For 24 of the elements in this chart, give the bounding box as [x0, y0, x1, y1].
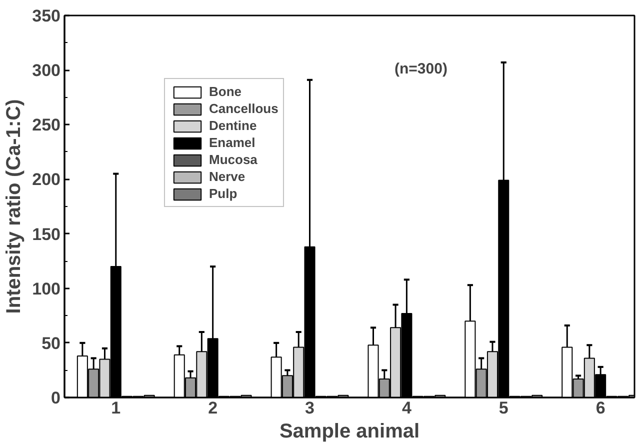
y-tick-label: 300 — [32, 61, 61, 80]
x-tick-label: 5 — [498, 398, 508, 418]
legend-label: Mucosa — [209, 152, 258, 167]
y-tick-label: 150 — [32, 224, 61, 244]
legend-label: Nerve — [209, 169, 246, 184]
legend-label: Bone — [209, 84, 242, 99]
x-tick-label: 1 — [111, 398, 121, 418]
x-tick-label: 3 — [305, 398, 314, 418]
legend-label: Dentine — [209, 118, 257, 133]
x-tick-label: 2 — [208, 398, 218, 418]
y-tick-label: 250 — [32, 116, 61, 135]
y-tick-label: 350 — [32, 6, 61, 26]
y-tick-label: 200 — [32, 170, 61, 190]
y-tick-label: 0 — [51, 388, 61, 408]
y-axis-title: Intensity ratio (Ca-1:C) — [3, 99, 26, 314]
x-tick-label: 6 — [596, 398, 606, 418]
y-tick-label: 100 — [32, 279, 61, 298]
legend-label: Pulp — [209, 186, 238, 201]
x-tick-label: 4 — [402, 398, 412, 418]
x-axis-title: Sample animal — [279, 420, 420, 442]
legend-label: Enamel — [209, 135, 256, 150]
legend-label: Cancellous — [209, 101, 278, 116]
y-tick-label: 50 — [42, 334, 61, 353]
annotation: (n=300) — [394, 60, 448, 78]
